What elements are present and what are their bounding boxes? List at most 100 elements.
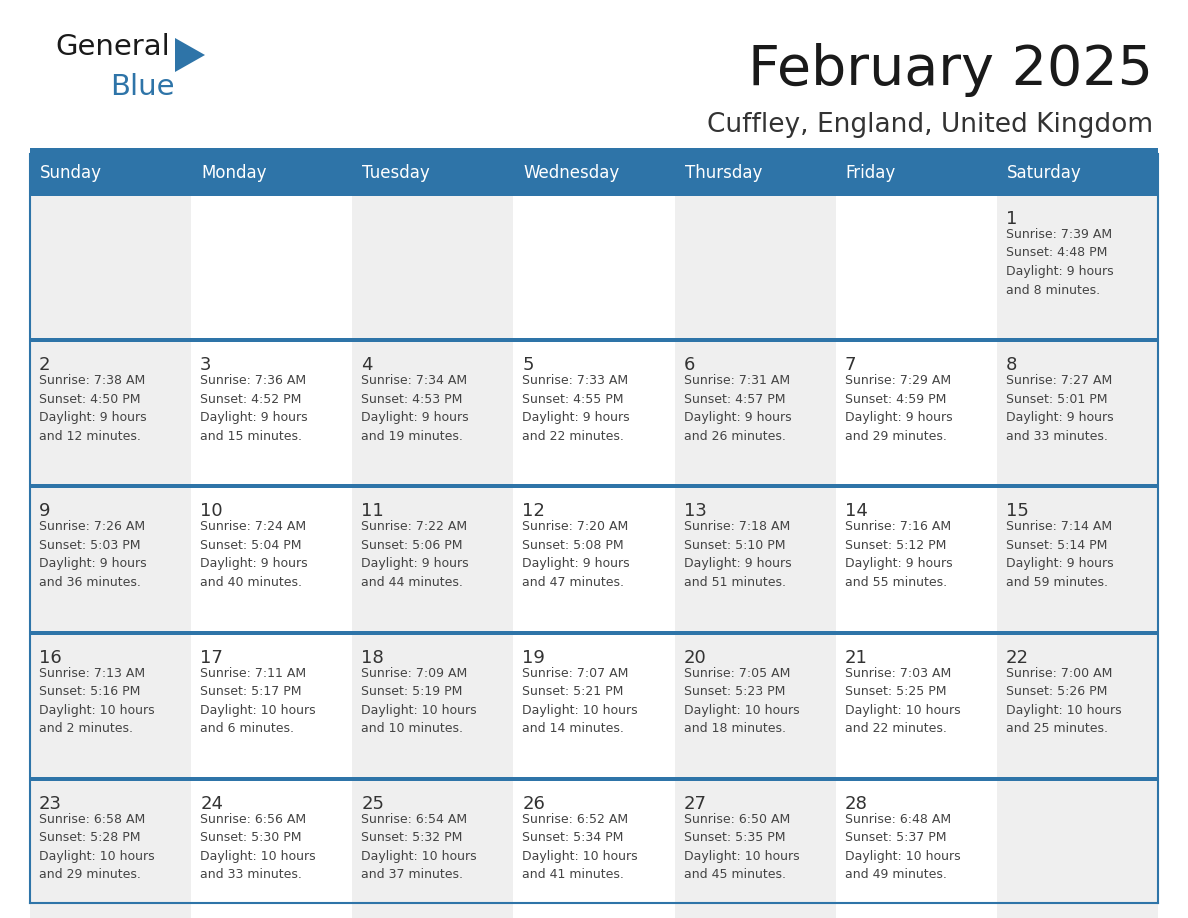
- Text: Sunrise: 7:03 AM
Sunset: 5:25 PM
Daylight: 10 hours
and 22 minutes.: Sunrise: 7:03 AM Sunset: 5:25 PM Dayligh…: [845, 666, 960, 735]
- Bar: [513, 488, 675, 631]
- Text: 10: 10: [200, 502, 223, 521]
- Text: Sunrise: 7:20 AM
Sunset: 5:08 PM
Daylight: 9 hours
and 47 minutes.: Sunrise: 7:20 AM Sunset: 5:08 PM Dayligh…: [523, 521, 630, 589]
- Text: General: General: [55, 33, 170, 61]
- Text: 20: 20: [683, 649, 707, 666]
- Text: Sunrise: 6:52 AM
Sunset: 5:34 PM
Daylight: 10 hours
and 41 minutes.: Sunrise: 6:52 AM Sunset: 5:34 PM Dayligh…: [523, 812, 638, 881]
- Text: 9: 9: [39, 502, 51, 521]
- Text: Wednesday: Wednesday: [524, 164, 620, 182]
- Text: February 2025: February 2025: [748, 43, 1154, 97]
- Text: Tuesday: Tuesday: [362, 164, 430, 182]
- Text: Sunday: Sunday: [40, 164, 102, 182]
- Text: Monday: Monday: [201, 164, 266, 182]
- Text: Sunrise: 6:50 AM
Sunset: 5:35 PM
Daylight: 10 hours
and 45 minutes.: Sunrise: 6:50 AM Sunset: 5:35 PM Dayligh…: [683, 812, 800, 881]
- Bar: [30, 196, 191, 338]
- Text: 2: 2: [39, 356, 51, 375]
- Text: Sunrise: 7:09 AM
Sunset: 5:19 PM
Daylight: 10 hours
and 10 minutes.: Sunrise: 7:09 AM Sunset: 5:19 PM Dayligh…: [361, 666, 476, 735]
- Text: Sunrise: 7:05 AM
Sunset: 5:23 PM
Daylight: 10 hours
and 18 minutes.: Sunrise: 7:05 AM Sunset: 5:23 PM Dayligh…: [683, 666, 800, 735]
- Bar: [30, 777, 1158, 781]
- Bar: [997, 154, 1158, 192]
- Bar: [997, 781, 1158, 918]
- Bar: [835, 781, 997, 918]
- Bar: [835, 488, 997, 631]
- Text: 27: 27: [683, 795, 707, 812]
- Text: Sunrise: 6:56 AM
Sunset: 5:30 PM
Daylight: 10 hours
and 33 minutes.: Sunrise: 6:56 AM Sunset: 5:30 PM Dayligh…: [200, 812, 316, 881]
- Text: Sunrise: 7:34 AM
Sunset: 4:53 PM
Daylight: 9 hours
and 19 minutes.: Sunrise: 7:34 AM Sunset: 4:53 PM Dayligh…: [361, 375, 469, 442]
- Bar: [30, 485, 1158, 488]
- Bar: [675, 634, 835, 777]
- Text: Sunrise: 7:13 AM
Sunset: 5:16 PM
Daylight: 10 hours
and 2 minutes.: Sunrise: 7:13 AM Sunset: 5:16 PM Dayligh…: [39, 666, 154, 735]
- Bar: [835, 196, 997, 338]
- Text: Sunrise: 7:24 AM
Sunset: 5:04 PM
Daylight: 9 hours
and 40 minutes.: Sunrise: 7:24 AM Sunset: 5:04 PM Dayligh…: [200, 521, 308, 589]
- Bar: [30, 192, 1158, 196]
- Bar: [997, 488, 1158, 631]
- Bar: [835, 342, 997, 485]
- Bar: [675, 781, 835, 918]
- Text: 18: 18: [361, 649, 384, 666]
- Bar: [353, 342, 513, 485]
- Text: Sunrise: 7:33 AM
Sunset: 4:55 PM
Daylight: 9 hours
and 22 minutes.: Sunrise: 7:33 AM Sunset: 4:55 PM Dayligh…: [523, 375, 630, 442]
- Bar: [513, 634, 675, 777]
- Text: Sunrise: 7:39 AM
Sunset: 4:48 PM
Daylight: 9 hours
and 8 minutes.: Sunrise: 7:39 AM Sunset: 4:48 PM Dayligh…: [1006, 228, 1113, 297]
- Bar: [191, 342, 353, 485]
- Text: 19: 19: [523, 649, 545, 666]
- Bar: [353, 634, 513, 777]
- Text: 11: 11: [361, 502, 384, 521]
- Text: 3: 3: [200, 356, 211, 375]
- Bar: [513, 342, 675, 485]
- Bar: [675, 196, 835, 338]
- Text: Sunrise: 7:07 AM
Sunset: 5:21 PM
Daylight: 10 hours
and 14 minutes.: Sunrise: 7:07 AM Sunset: 5:21 PM Dayligh…: [523, 666, 638, 735]
- Text: Saturday: Saturday: [1007, 164, 1081, 182]
- Polygon shape: [175, 38, 206, 72]
- Text: 24: 24: [200, 795, 223, 812]
- Text: Sunrise: 6:58 AM
Sunset: 5:28 PM
Daylight: 10 hours
and 29 minutes.: Sunrise: 6:58 AM Sunset: 5:28 PM Dayligh…: [39, 812, 154, 881]
- Text: Cuffley, England, United Kingdom: Cuffley, England, United Kingdom: [707, 112, 1154, 138]
- Bar: [30, 634, 191, 777]
- Text: 1: 1: [1006, 210, 1017, 228]
- Text: Friday: Friday: [846, 164, 896, 182]
- Bar: [835, 154, 997, 192]
- Bar: [30, 631, 1158, 634]
- Text: 25: 25: [361, 795, 384, 812]
- Bar: [191, 154, 353, 192]
- Text: Sunrise: 7:26 AM
Sunset: 5:03 PM
Daylight: 9 hours
and 36 minutes.: Sunrise: 7:26 AM Sunset: 5:03 PM Dayligh…: [39, 521, 146, 589]
- Bar: [675, 154, 835, 192]
- Bar: [191, 634, 353, 777]
- Text: Sunrise: 7:31 AM
Sunset: 4:57 PM
Daylight: 9 hours
and 26 minutes.: Sunrise: 7:31 AM Sunset: 4:57 PM Dayligh…: [683, 375, 791, 442]
- Bar: [30, 488, 191, 631]
- Text: Sunrise: 7:27 AM
Sunset: 5:01 PM
Daylight: 9 hours
and 33 minutes.: Sunrise: 7:27 AM Sunset: 5:01 PM Dayligh…: [1006, 375, 1113, 442]
- Text: 12: 12: [523, 502, 545, 521]
- Bar: [353, 488, 513, 631]
- Bar: [191, 196, 353, 338]
- Bar: [353, 154, 513, 192]
- Bar: [513, 196, 675, 338]
- Text: Sunrise: 7:29 AM
Sunset: 4:59 PM
Daylight: 9 hours
and 29 minutes.: Sunrise: 7:29 AM Sunset: 4:59 PM Dayligh…: [845, 375, 953, 442]
- Text: 13: 13: [683, 502, 707, 521]
- Bar: [675, 342, 835, 485]
- Text: Sunrise: 7:14 AM
Sunset: 5:14 PM
Daylight: 9 hours
and 59 minutes.: Sunrise: 7:14 AM Sunset: 5:14 PM Dayligh…: [1006, 521, 1113, 589]
- Bar: [675, 488, 835, 631]
- Bar: [191, 781, 353, 918]
- Text: Blue: Blue: [110, 73, 175, 101]
- Text: 6: 6: [683, 356, 695, 375]
- Text: 17: 17: [200, 649, 223, 666]
- Bar: [191, 488, 353, 631]
- Text: Sunrise: 7:11 AM
Sunset: 5:17 PM
Daylight: 10 hours
and 6 minutes.: Sunrise: 7:11 AM Sunset: 5:17 PM Dayligh…: [200, 666, 316, 735]
- Bar: [353, 196, 513, 338]
- Bar: [30, 781, 191, 918]
- Text: Sunrise: 7:00 AM
Sunset: 5:26 PM
Daylight: 10 hours
and 25 minutes.: Sunrise: 7:00 AM Sunset: 5:26 PM Dayligh…: [1006, 666, 1121, 735]
- Text: Sunrise: 6:54 AM
Sunset: 5:32 PM
Daylight: 10 hours
and 37 minutes.: Sunrise: 6:54 AM Sunset: 5:32 PM Dayligh…: [361, 812, 476, 881]
- Text: 4: 4: [361, 356, 373, 375]
- Text: 7: 7: [845, 356, 857, 375]
- Text: 16: 16: [39, 649, 62, 666]
- Text: 26: 26: [523, 795, 545, 812]
- Text: 8: 8: [1006, 356, 1017, 375]
- Bar: [997, 634, 1158, 777]
- Text: Sunrise: 7:36 AM
Sunset: 4:52 PM
Daylight: 9 hours
and 15 minutes.: Sunrise: 7:36 AM Sunset: 4:52 PM Dayligh…: [200, 375, 308, 442]
- Bar: [30, 338, 1158, 342]
- Bar: [353, 781, 513, 918]
- Text: 5: 5: [523, 356, 533, 375]
- Text: 14: 14: [845, 502, 867, 521]
- Bar: [835, 634, 997, 777]
- Text: 23: 23: [39, 795, 62, 812]
- Text: Thursday: Thursday: [684, 164, 762, 182]
